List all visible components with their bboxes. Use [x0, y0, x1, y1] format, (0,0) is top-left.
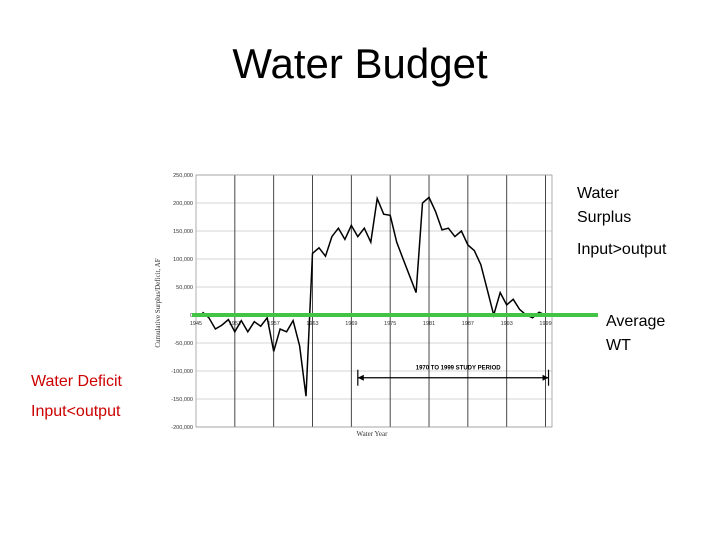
average-line-1: Average — [606, 313, 666, 330]
surplus-line-2: Surplus — [577, 209, 632, 226]
x-tick-label: 1945 — [190, 321, 202, 327]
x-tick-label: 1957 — [268, 321, 280, 327]
y-tick-labels: 250,000 200,000 150,000 100,000 50,000 0 -50,0… — [171, 173, 193, 431]
average-wt-note: Average WT — [606, 310, 665, 358]
water-deficit-note: Water Deficit Input<output — [31, 370, 122, 424]
study-period-left-arrowhead — [357, 374, 364, 381]
y-tick-label: 150,000 — [173, 229, 193, 235]
grid-lines — [196, 174, 552, 428]
surplus-line-3 — [577, 230, 666, 238]
y-tick-label: 0 — [190, 313, 193, 319]
y-tick-label: 100,000 — [173, 257, 193, 263]
y-axis-label: Cumulative Surplus/Deficit, AF — [154, 258, 162, 347]
axes — [195, 174, 553, 428]
cumulative-series-line — [202, 195, 546, 397]
y-tick-label: -50,000 — [174, 341, 193, 347]
x-tick-label: 1993 — [501, 321, 513, 327]
study-period-marker: 1970 TO 1999 STUDY PERIOD — [357, 366, 550, 386]
deficit-line-1: Water Deficit — [31, 373, 122, 390]
x-tick-label: 1987 — [462, 321, 474, 327]
y-tick-label: -200,000 — [171, 425, 193, 431]
y-tick-label: -100,000 — [171, 369, 193, 375]
x-tick-label: 1981 — [423, 321, 435, 327]
x-axis-label: Water Year — [357, 430, 389, 438]
x-tick-label: 1999 — [539, 321, 551, 327]
study-period-right-arrowhead — [542, 374, 549, 381]
y-tick-label: -150,000 — [171, 397, 193, 403]
plot-frame — [195, 174, 553, 428]
average-line-2: WT — [606, 337, 631, 354]
x-tick-label: 1975 — [384, 321, 396, 327]
y-tick-label: 250,000 — [173, 173, 193, 179]
x-tick-label: 1951 — [229, 321, 241, 327]
y-tick-label: 200,000 — [173, 201, 193, 207]
x-tick-label: 1963 — [306, 321, 318, 327]
surplus-line-1: Water — [577, 185, 620, 202]
y-tick-label: 50,000 — [176, 285, 193, 291]
surplus-line-4: Input>output — [577, 241, 667, 258]
slide-title: Water Budget — [232, 40, 488, 87]
water-surplus-note: Water Surplus Input>output — [577, 182, 666, 262]
study-period-label: 1970 TO 1999 STUDY PERIOD — [416, 366, 501, 372]
x-tick-label: 1969 — [345, 321, 357, 327]
deficit-line-3: Input<output — [31, 403, 121, 420]
x-tick-labels: 1945 1951 1957 1963 1969 1975 1981 1987 1993 1999 — [190, 321, 552, 327]
